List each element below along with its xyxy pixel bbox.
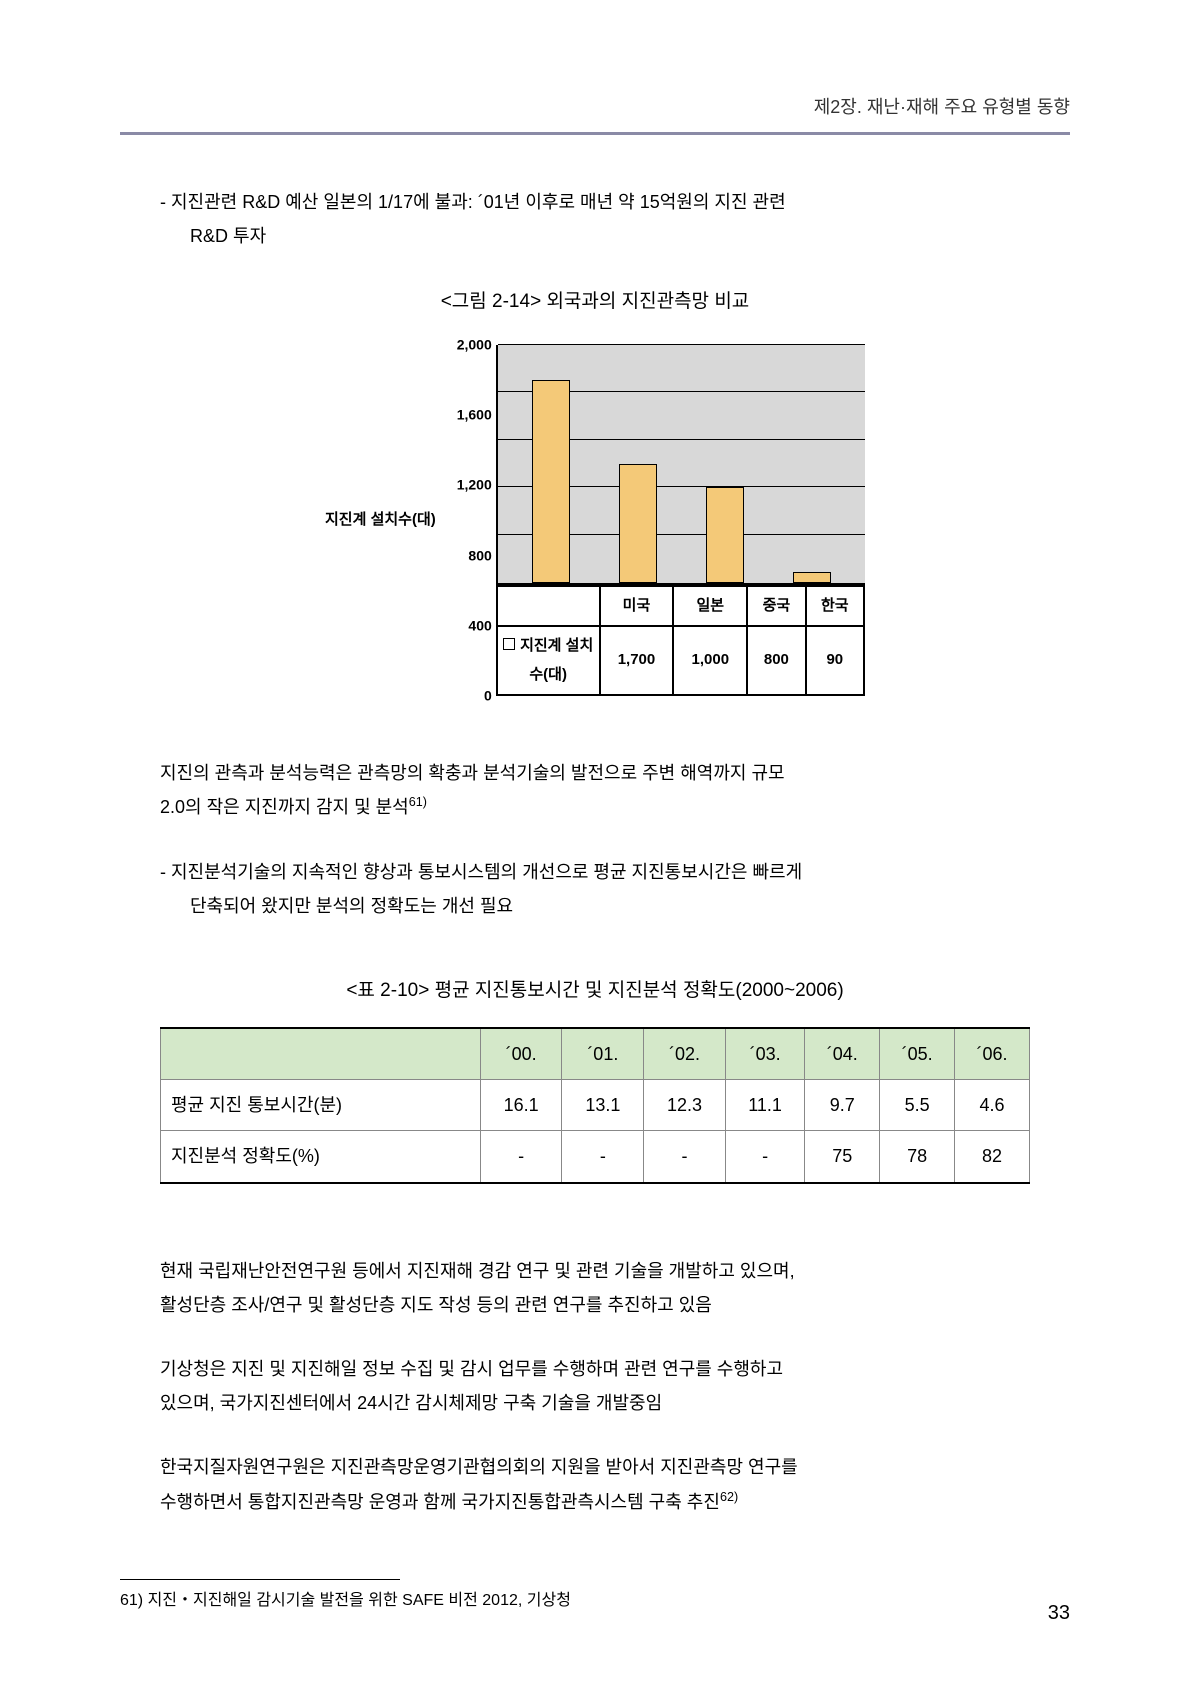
header-rule	[120, 132, 1070, 135]
footnote: 61) 지진・지진해일 감시기술 발전을 위한 SAFE 비전 2012, 기상…	[120, 1586, 1070, 1616]
td: 4.6	[955, 1080, 1030, 1131]
chapter-header: 제2장. 재난·재해 주요 유형별 동향	[120, 90, 1070, 124]
table-row: 지진분석 정확도(%) - - - - 75 78 82	[161, 1131, 1030, 1183]
legend-swatch-icon	[503, 638, 515, 650]
paragraph-4: 현재 국립재난안전연구원 등에서 지진재해 경감 연구 및 관련 기술을 개발하…	[160, 1254, 1030, 1322]
th: ´05.	[880, 1028, 955, 1080]
td: 78	[880, 1131, 955, 1183]
td: 75	[805, 1131, 880, 1183]
p4-line2: 활성단층 조사/연구 및 활성단층 지도 작성 등의 관련 연구를 추진하고 있…	[160, 1288, 1030, 1322]
td: -	[644, 1131, 726, 1183]
bar-value: 90	[806, 626, 864, 695]
td: 5.5	[880, 1080, 955, 1131]
y-tick: 1,600	[457, 402, 492, 429]
y-axis: 2,000 1,600 1,200 800 400 0	[446, 345, 496, 697]
th: ´01.	[562, 1028, 644, 1080]
chart-y-label: 지진계 설치수(대)	[325, 506, 446, 535]
y-tick: 1,200	[457, 472, 492, 499]
p2-line2: 2.0의 작은 지진까지 감지 및 분석61)	[160, 790, 1030, 824]
td: 82	[955, 1131, 1030, 1183]
p6-line1: 한국지질자원연구원은 지진관측망운영기관협의회의 지원을 받아서 지진관측망 연…	[160, 1450, 1030, 1484]
x-cat: 한국	[806, 586, 864, 627]
paragraph-5: 기상청은 지진 및 지진해일 정보 수집 및 감시 업무를 수행하며 관련 연구…	[160, 1352, 1030, 1420]
p1-line1: - 지진관련 R&D 예산 일본의 1/17에 불과: ´01년 이후로 매년 …	[160, 185, 1030, 219]
x-cat: 일본	[673, 586, 747, 627]
y-tick: 0	[484, 683, 492, 710]
legend-cell: 지진계 설치수(대)	[497, 626, 600, 695]
table-row: 평균 지진 통보시간(분) 16.1 13.1 12.3 11.1 9.7 5.…	[161, 1080, 1030, 1131]
p4-line1: 현재 국립재난안전연구원 등에서 지진재해 경감 연구 및 관련 기술을 개발하…	[160, 1254, 1030, 1288]
td: -	[562, 1131, 644, 1183]
bar-value: 1,700	[600, 626, 674, 695]
p6-line2: 수행하면서 통합지진관측망 운영과 함께 국가지진통합관측시스템 구축 추진62…	[160, 1485, 1030, 1519]
y-tick: 2,000	[457, 331, 492, 358]
bar	[532, 380, 570, 582]
figure-title: <그림 2-14> 외국과의 지진관측망 비교	[160, 284, 1030, 320]
bar-value: 800	[747, 626, 805, 695]
td: 12.3	[644, 1080, 726, 1131]
legend-text: 지진계 설치수(대)	[520, 637, 593, 683]
p5-line1: 기상청은 지진 및 지진해일 정보 수집 및 감시 업무를 수행하며 관련 연구…	[160, 1352, 1030, 1386]
td: 13.1	[562, 1080, 644, 1131]
footnote-ref: 62)	[720, 1490, 738, 1504]
paragraph-6: 한국지질자원연구원은 지진관측망운영기관협의회의 지원을 받아서 지진관측망 연…	[160, 1450, 1030, 1518]
bar	[706, 487, 744, 582]
th: ´00.	[480, 1028, 562, 1080]
bar	[793, 572, 831, 583]
th: ´03.	[725, 1028, 804, 1080]
table-title: <표 2-10> 평균 지진통보시간 및 지진분석 정확도(2000~2006)	[160, 973, 1030, 1009]
x-cat: 중국	[747, 586, 805, 627]
td: -	[725, 1131, 804, 1183]
p5-line2: 있으며, 국가지진센터에서 24시간 감시체제망 구축 기술을 개발중임	[160, 1386, 1030, 1420]
td: -	[480, 1131, 562, 1183]
y-tick: 800	[468, 542, 491, 569]
paragraph-2: 지진의 관측과 분석능력은 관측망의 확충과 분석기술의 발전으로 주변 해역까…	[160, 756, 1030, 824]
footnote-ref: 61)	[409, 795, 427, 809]
content: - 지진관련 R&D 예산 일본의 1/17에 불과: ´01년 이후로 매년 …	[120, 185, 1070, 1519]
p3-line1: - 지진분석기술의 지속적인 향상과 통보시스템의 개선으로 평균 지진통보시간…	[160, 855, 1030, 889]
p3-line2: 단축되어 왔지만 분석의 정확도는 개선 필요	[160, 889, 1030, 923]
bar-chart: 지진계 설치수(대) 2,000 1,600 1,200 800 400 0	[325, 345, 865, 697]
th: ´06.	[955, 1028, 1030, 1080]
td: 16.1	[480, 1080, 562, 1131]
chart-legend-table: 미국 일본 중국 한국 지진계 설치수(대) 1,700 1,000 800 9…	[496, 585, 865, 697]
data-table: ´00. ´01. ´02. ´03. ´04. ´05. ´06. 평균 지진…	[160, 1027, 1030, 1184]
td: 11.1	[725, 1080, 804, 1131]
page-number: 33	[1048, 1594, 1070, 1632]
y-tick: 400	[468, 613, 491, 640]
td: 지진분석 정확도(%)	[161, 1131, 481, 1183]
th: ´04.	[805, 1028, 880, 1080]
paragraph-1: - 지진관련 R&D 예산 일본의 1/17에 불과: ´01년 이후로 매년 …	[160, 185, 1030, 253]
plot-area	[496, 345, 865, 585]
p1-line2: R&D 투자	[160, 219, 1030, 253]
th	[161, 1028, 481, 1080]
grid-line	[498, 344, 865, 345]
th: ´02.	[644, 1028, 726, 1080]
bar	[619, 464, 657, 583]
td: 9.7	[805, 1080, 880, 1131]
footnote-rule	[120, 1579, 400, 1580]
p2-line1: 지진의 관측과 분석능력은 관측망의 확충과 분석기술의 발전으로 주변 해역까…	[160, 756, 1030, 790]
td: 평균 지진 통보시간(분)	[161, 1080, 481, 1131]
bar-value: 1,000	[673, 626, 747, 695]
x-cat: 미국	[600, 586, 674, 627]
table-header-row: ´00. ´01. ´02. ´03. ´04. ´05. ´06.	[161, 1028, 1030, 1080]
paragraph-3: - 지진분석기술의 지속적인 향상과 통보시스템의 개선으로 평균 지진통보시간…	[160, 855, 1030, 923]
